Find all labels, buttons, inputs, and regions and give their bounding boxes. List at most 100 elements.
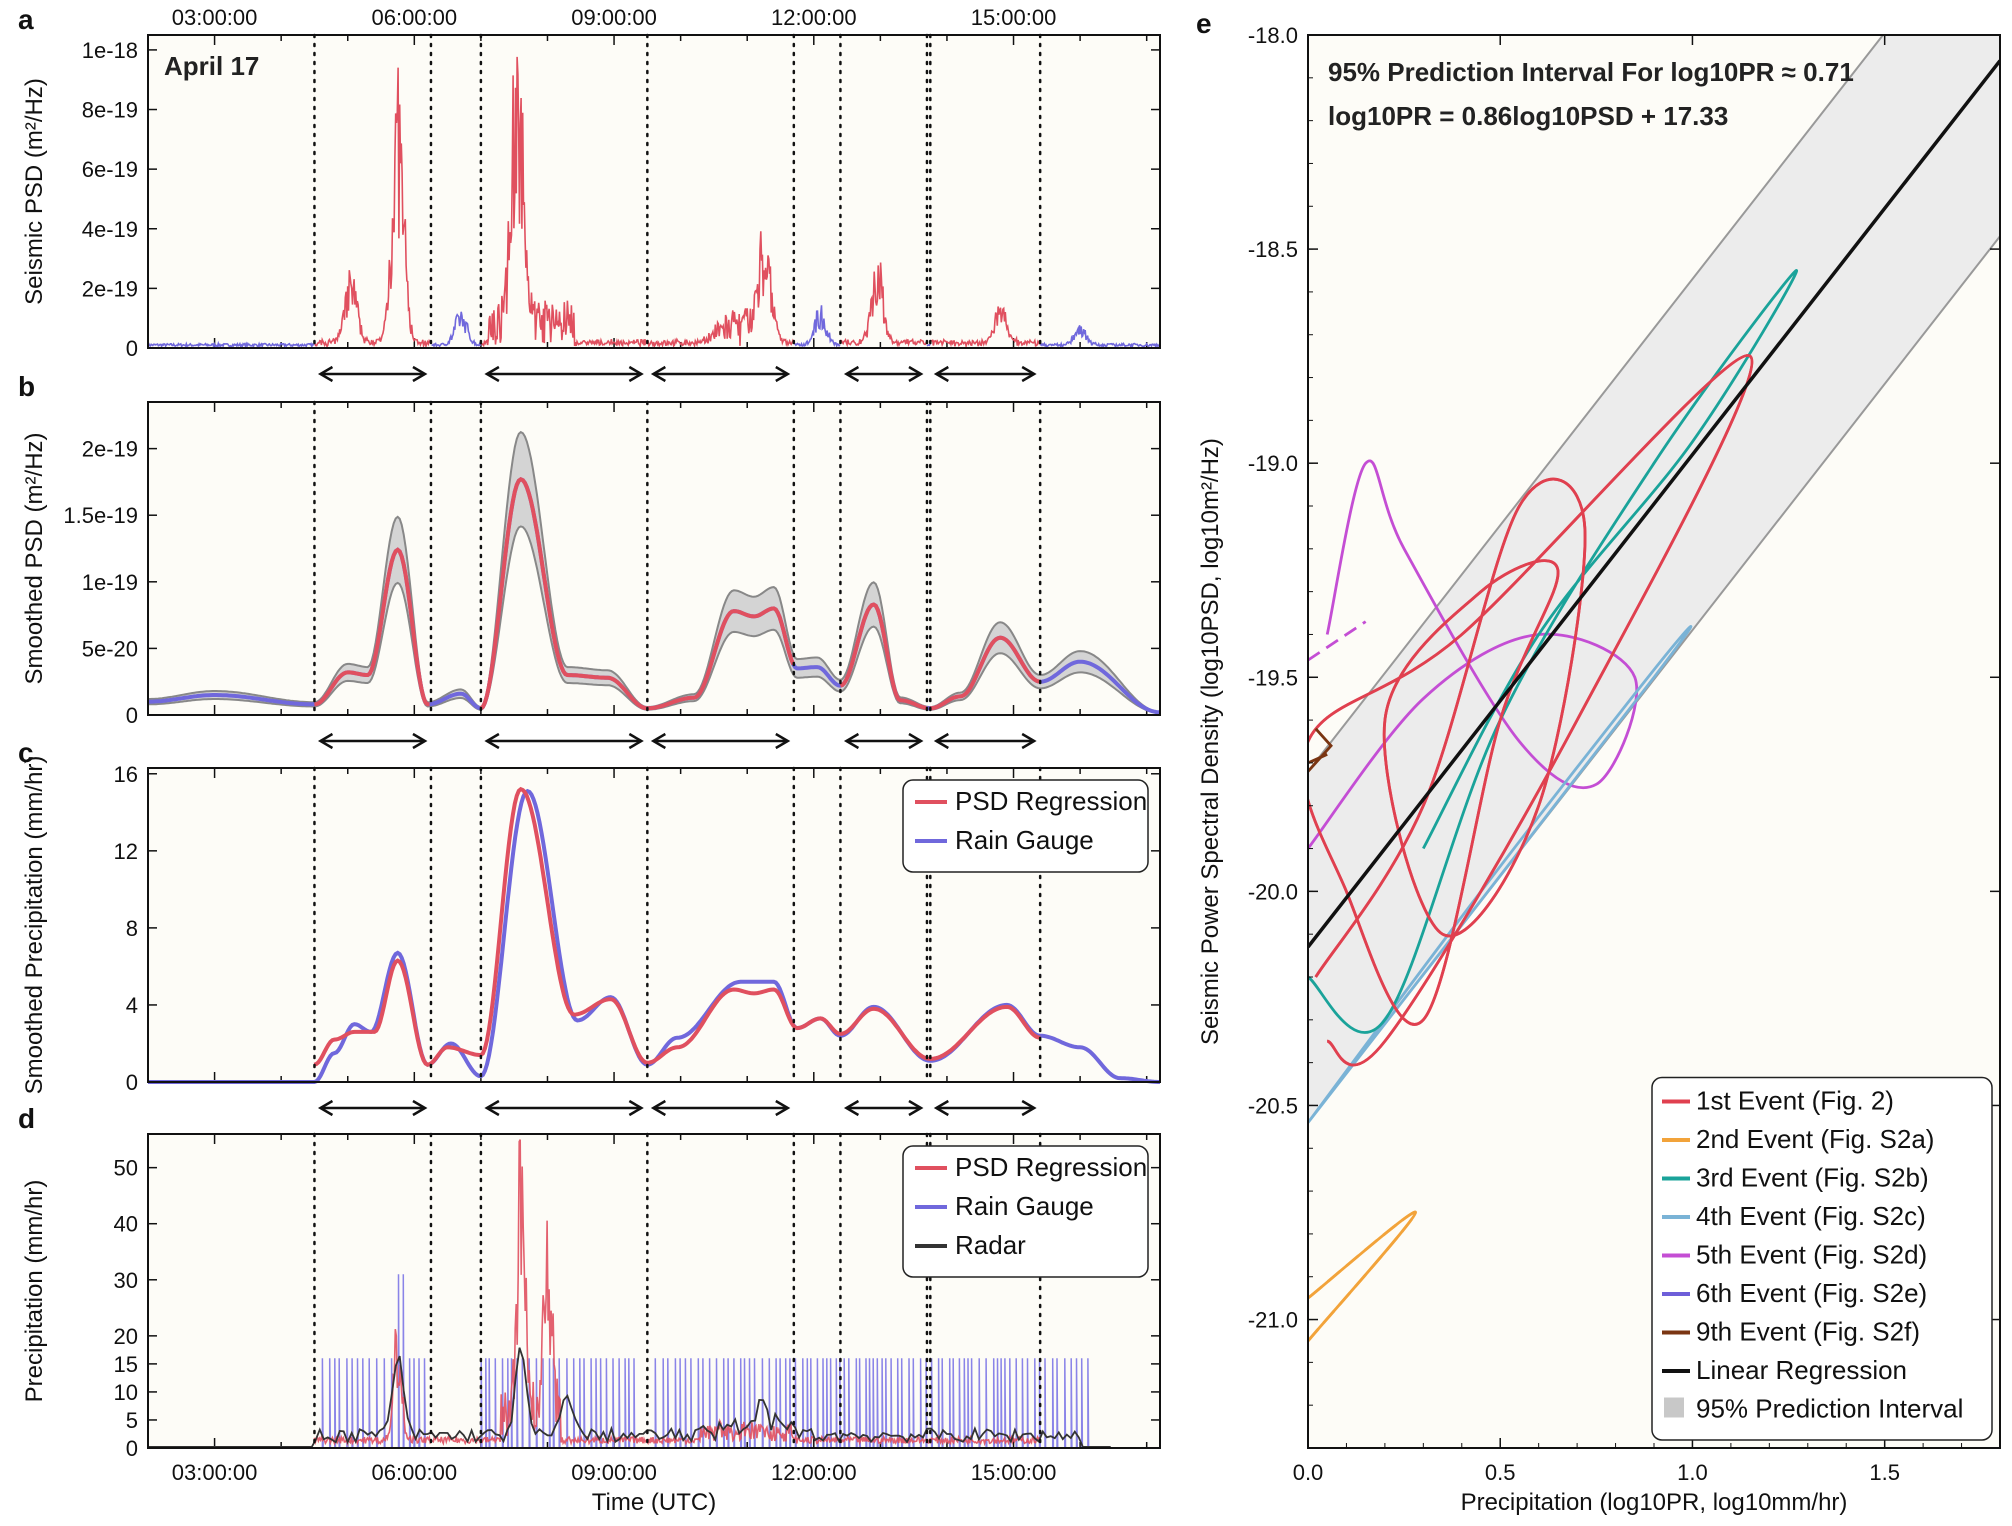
arrow-head-right: [908, 365, 924, 383]
y-tick-label: -21.0: [1248, 1308, 1298, 1333]
y-tick-label: 20: [114, 1324, 138, 1349]
legend-swatch: [1664, 1397, 1684, 1418]
y-tick-label: 10: [114, 1380, 138, 1405]
arrow-head-left: [317, 1099, 334, 1117]
panel-a: 0 2e-19 4e-19 6e-19 8e-19 1e-18 Seismic PSD (m…: [18, 4, 1161, 361]
scatter-panel-e: 0.0 0.5 1.0 1.5 -18.0 -18.5 -19.0 -19.5 -20.0 -20…: [1196, 8, 2001, 1516]
arrow-head-left: [317, 732, 334, 750]
psd-background-series: [147, 305, 1160, 350]
legend-label: 3rd Event (Fig. S2b): [1696, 1163, 1929, 1193]
legend-label: Rain Gauge: [955, 825, 1094, 855]
y-tick-label: -19.5: [1248, 665, 1298, 690]
legend-label: 6th Event (Fig. S2e): [1696, 1278, 1927, 1308]
arrow-head-left: [650, 1099, 666, 1117]
plot-area: [148, 35, 1160, 348]
panel-letter: e: [1196, 8, 1212, 39]
arrow-head-right: [775, 1099, 791, 1117]
event-loop: [1308, 459, 1639, 850]
y-tick-label: 1e-19: [82, 570, 138, 595]
y-tick-label: -20.5: [1248, 1093, 1298, 1118]
legend-label: 2nd Event (Fig. S2a): [1696, 1124, 1934, 1154]
x-tick-label: 06:00:00: [371, 1460, 457, 1485]
legend-label: PSD Regression: [955, 786, 1147, 816]
y-tick-label: -18.0: [1248, 23, 1298, 48]
y-tick-label: 15: [114, 1352, 138, 1377]
x-tick-label: 12:00:00: [771, 5, 857, 30]
arrow-head-left: [843, 1099, 860, 1117]
arrow-head-right: [628, 1099, 644, 1117]
smoothed-psd-event: [647, 606, 796, 711]
plot-frame: [1307, 34, 2001, 1449]
y-tick-label: 2e-19: [82, 437, 138, 462]
y-tick-label: 4: [126, 993, 138, 1018]
plot-content: [1308, 35, 2000, 1342]
y-axis-label: Seismic PSD (m²/Hz): [21, 78, 48, 305]
y-tick-label: 5: [126, 1408, 138, 1433]
event-1-loop: [1308, 354, 1754, 1067]
panel-c: 0 4 8 12 16 Smoothed Precipitation (mm/hr)c PS…: [18, 737, 1161, 1095]
legend-box: [902, 779, 1149, 873]
legend-label: Rain Gauge: [955, 1191, 1094, 1221]
x-tick-label: 06:00:00: [371, 5, 457, 30]
arrow-head-left: [843, 732, 860, 750]
y-tick-label: 0: [126, 703, 138, 728]
y-tick-label: 30: [114, 1268, 138, 1293]
panel-letter: c: [18, 737, 34, 768]
arrow-head-right: [628, 732, 644, 750]
y-tick-label: 5e-20: [82, 636, 138, 661]
panel-d: 0 5 10 15 20 30 40 50 Precipitation (mm/hr) d PSD …: [18, 1103, 1161, 1461]
plot-frame: [147, 34, 1161, 349]
panel-b: 0 5e-20 1e-19 1.5e-19 2e-19 Smoothed PSD (m²/…: [18, 371, 1161, 728]
arrow-head-left: [933, 732, 949, 750]
x-tick-label: 09:00:00: [571, 1460, 657, 1485]
arrow-head-left: [317, 365, 334, 383]
arrow-head-right: [1021, 1099, 1037, 1117]
arrow-head-right: [1021, 732, 1037, 750]
x-tick-label: 03:00:00: [172, 1460, 258, 1485]
legend-label: 9th Event (Fig. S2f): [1696, 1317, 1920, 1347]
plot-frame: [147, 1133, 1161, 1449]
y-tick-label: 40: [114, 1212, 138, 1237]
legend-label: 4th Event (Fig. S2c): [1696, 1201, 1926, 1231]
arrow-head-left: [843, 365, 860, 383]
y-tick-label: 1.5e-19: [63, 503, 138, 528]
arrow-head-right: [775, 365, 791, 383]
event-9-loop: [1308, 727, 1333, 773]
y-tick-label: 16: [114, 762, 138, 787]
x-tick-label: 0.0: [1293, 1460, 1324, 1485]
arrow-head-left: [484, 365, 500, 383]
y-axis-label: Precipitation (mm/hr): [21, 1180, 48, 1403]
date-annotation: April 17: [164, 51, 259, 81]
prediction-interval-title: 95% Prediction Interval For log10PR ≈ 0.…: [1328, 57, 1854, 87]
y-tick-label: 50: [114, 1156, 138, 1181]
y-axis-label: Smoothed PSD (m²/Hz): [21, 432, 48, 684]
arrow-head-left: [484, 1099, 500, 1117]
regression-equation: log10PR = 0.86log10PSD + 17.33: [1328, 101, 1728, 131]
y-tick-label: 0: [126, 1070, 138, 1095]
arrow-head-right: [412, 1099, 428, 1117]
legend-label: Linear Regression: [1696, 1355, 1907, 1385]
arrow-head-right: [775, 732, 791, 750]
x-tick-label: 12:00:00: [771, 1460, 857, 1485]
legend-label: 1st Event (Fig. 2): [1696, 1086, 1894, 1116]
y-tick-label: 8: [126, 916, 138, 941]
arrow-head-left: [933, 1099, 949, 1117]
panel-letter: a: [18, 4, 34, 35]
arrow-head-right: [1021, 365, 1037, 383]
x-axis-label: Precipitation (log10PR, log10mm/hr): [1461, 1489, 1848, 1516]
y-tick-label: 4e-19: [82, 217, 138, 242]
y-axis-label: Seismic Power Spectral Density (log10PSD…: [1197, 438, 1224, 1045]
x-tick-label: 15:00:00: [971, 1460, 1057, 1485]
legend-box: [902, 1145, 1149, 1278]
smoothed-psd-event: [839, 602, 927, 710]
arrow-head-right: [908, 732, 924, 750]
x-tick-label: 15:00:00: [971, 5, 1057, 30]
x-tick-label: 09:00:00: [571, 5, 657, 30]
legend-box: [1651, 1076, 1993, 1441]
event-loop: [1308, 1210, 1418, 1342]
psd-event-series: [314, 56, 1041, 350]
arrow-head-right: [412, 365, 428, 383]
legend-label: 95% Prediction Interval: [1696, 1394, 1963, 1424]
timeseries-panels: 0 2e-19 4e-19 6e-19 8e-19 1e-18 Seismic PSD (m…: [18, 4, 1161, 1516]
